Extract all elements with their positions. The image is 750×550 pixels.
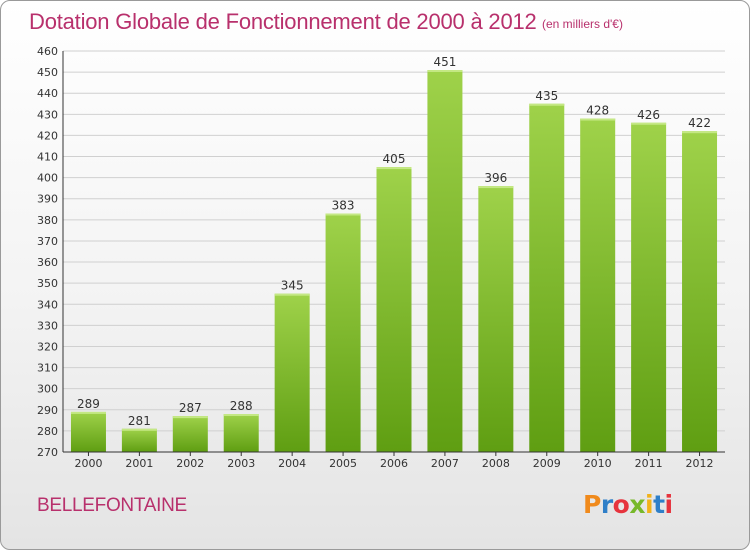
bar-highlight [223,414,259,417]
proxiti-logo[interactable]: Proxiti [583,490,673,519]
y-tick-label: 340 [37,298,58,311]
logo-letter: i [664,490,674,519]
x-tick-label: 2002 [176,457,204,470]
bar [172,416,208,452]
data-label: 405 [383,152,406,166]
x-tick-label: 2011 [635,457,663,470]
logo-letter: t [653,490,665,519]
x-tick-label: 2012 [686,457,714,470]
data-label: 435 [535,89,558,103]
bar [529,103,565,453]
x-tick-label: 2009 [533,457,561,470]
data-label: 428 [586,104,609,118]
bar [70,411,106,452]
bar-highlight [478,186,514,189]
y-tick-label: 440 [37,87,58,100]
axes [62,51,725,456]
y-tick-label: 330 [37,319,58,332]
logo-letter: i [645,490,654,519]
bar-highlight [70,411,106,414]
x-tick-label: 2010 [584,457,612,470]
chart-unit-note: (en milliers d'€) [542,17,623,31]
bar [223,414,259,452]
commune-name: BELLEFONTAINE [37,495,187,516]
data-label: 451 [433,55,456,69]
y-tick-labels: 270 280 290 300 310 320 330 340 350 360 370 380 390 4… [37,45,58,459]
chart-title: Dotation Globale de Fonctionnement de 20… [29,9,537,34]
y-tick-label: 390 [37,193,58,206]
y-tick-label: 290 [37,404,58,417]
x-tick-label: 2005 [329,457,357,470]
data-label: 281 [128,414,151,428]
data-label: 288 [230,399,253,413]
y-tick-label: 430 [37,108,58,121]
x-tick-label: 2008 [482,457,510,470]
y-tick-label: 280 [37,425,58,438]
bar-highlight [121,428,157,431]
bar [427,69,463,452]
bar-highlight [325,213,361,216]
y-tick-label: 410 [37,151,58,164]
bar [682,131,718,452]
bar-highlight [427,69,463,72]
x-tick-labels: 2000 2001 2002 2003 2004 2005 2006 2007 2008 2009… [74,457,713,470]
x-tick-label: 2006 [380,457,408,470]
y-tick-label: 350 [37,277,58,290]
data-label: 289 [77,397,100,411]
data-label: 345 [281,279,304,293]
bar [121,428,157,452]
x-tick-label: 2000 [74,457,102,470]
logo-letter: P [583,490,601,519]
bar [274,293,310,452]
y-tick-label: 460 [37,45,58,58]
bar-highlight [172,416,208,419]
y-tick-label: 360 [37,256,58,269]
y-tick-label: 300 [37,383,58,396]
y-tick-label: 310 [37,362,58,375]
bar-highlight [631,122,667,125]
y-tick-label: 320 [37,340,58,353]
data-label: 426 [637,108,660,122]
y-tick-label: 370 [37,235,58,248]
data-label: 396 [484,171,507,185]
x-tick-label: 2001 [125,457,153,470]
bar-highlight [529,103,565,106]
bar-highlight [682,131,718,134]
logo-letter: r [600,490,613,519]
bar-highlight [580,118,616,121]
bar [631,122,667,452]
bar [478,186,514,453]
y-tick-label: 380 [37,214,58,227]
logo-letter: o [612,490,630,519]
bars [70,69,718,453]
y-tick-label: 450 [37,66,58,79]
logo-letter: x [629,490,645,519]
data-label: 287 [179,401,202,415]
y-tick-label: 420 [37,129,58,142]
bar-highlight [376,167,412,170]
bar-highlight [274,293,310,296]
data-label: 383 [332,199,355,213]
x-tick-label: 2003 [227,457,255,470]
x-tick-label: 2004 [278,457,306,470]
bar [376,167,412,452]
data-labels: 289 281 287 288 345 383 405 451 396 435 428 426 422 [77,55,711,428]
y-tick-label: 400 [37,172,58,185]
y-tick-label: 270 [37,446,58,459]
data-label: 422 [688,116,711,130]
bar [580,118,616,453]
bar [325,213,361,452]
x-tick-label: 2007 [431,457,459,470]
